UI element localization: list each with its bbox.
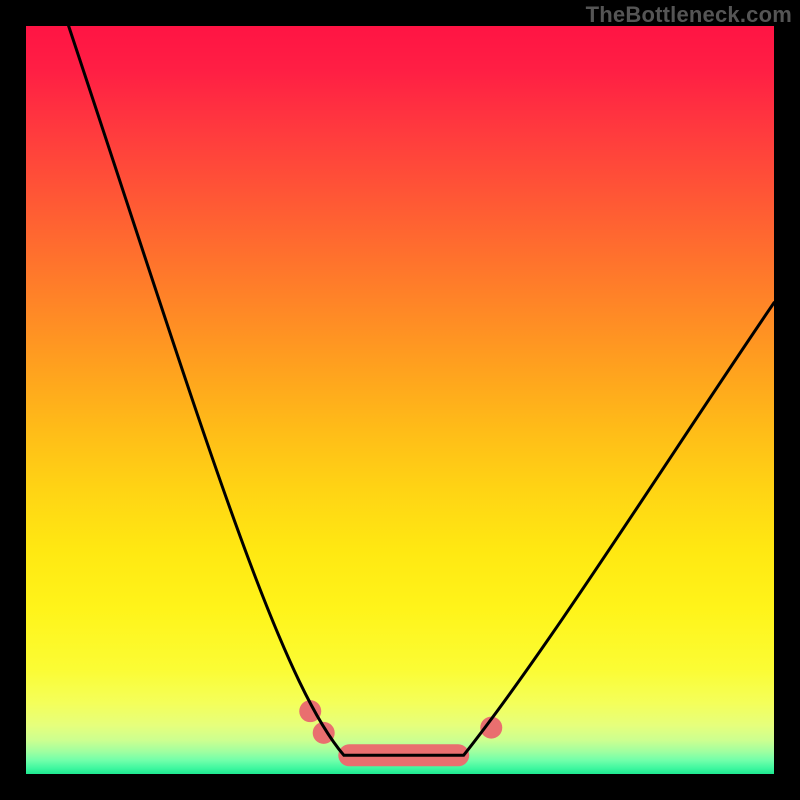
chart-frame: TheBottleneck.com [0, 0, 800, 800]
curve-layer [0, 0, 800, 800]
bottleneck-curve [69, 26, 774, 755]
